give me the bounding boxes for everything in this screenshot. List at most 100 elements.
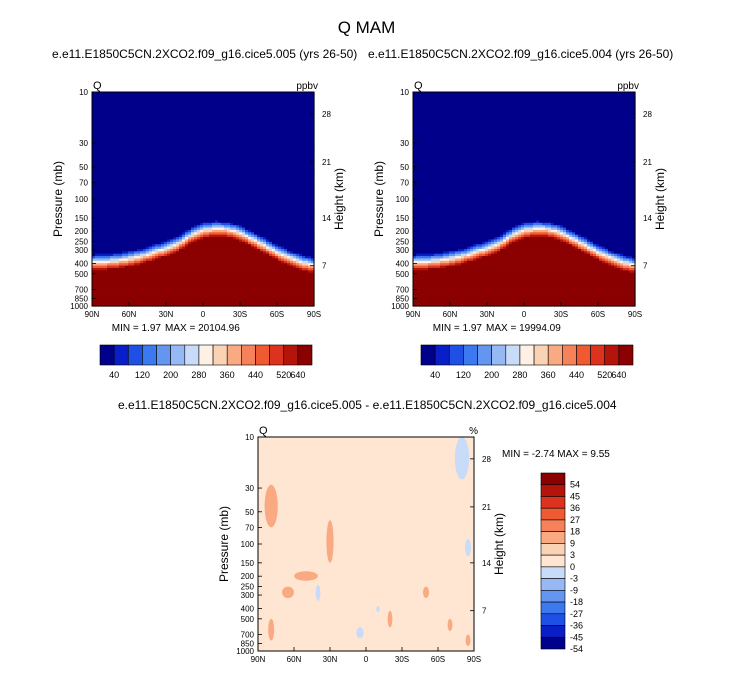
heatmap-cell xyxy=(116,189,120,193)
heatmap-cell xyxy=(179,239,183,243)
heatmap-cell xyxy=(116,187,120,191)
heatmap-cell xyxy=(110,122,114,126)
heatmap-cell xyxy=(116,296,120,300)
heatmap-cell xyxy=(170,130,174,134)
heatmap-cell xyxy=(218,206,222,210)
heatmap-cell xyxy=(203,241,207,245)
heatmap-cell xyxy=(101,146,105,150)
heatmap-cell xyxy=(104,156,108,160)
heatmap-cell xyxy=(161,92,165,95)
heatmap-cell xyxy=(143,194,147,198)
heatmap-cell xyxy=(206,134,210,138)
heatmap-cell xyxy=(182,239,186,243)
heatmap-cell xyxy=(200,215,204,219)
heatmap-cell xyxy=(134,279,138,283)
heatmap-cell xyxy=(110,246,114,250)
heatmap-cell xyxy=(206,125,210,129)
heatmap-cell xyxy=(215,303,219,307)
heatmap-cell xyxy=(92,232,96,236)
heatmap-cell xyxy=(200,284,204,288)
heatmap-cell xyxy=(107,270,111,274)
heatmap-cell xyxy=(107,294,111,298)
heatmap-cell xyxy=(170,92,174,95)
heatmap-cell xyxy=(122,206,126,210)
heatmap-cell xyxy=(149,296,153,300)
heatmap-cell xyxy=(155,210,159,214)
heatmap-cell xyxy=(203,253,207,257)
heatmap-cell xyxy=(212,234,216,238)
heatmap-cell xyxy=(218,213,222,217)
heatmap-cell xyxy=(98,149,102,153)
heatmap-cell xyxy=(119,158,123,162)
heatmap-cell xyxy=(95,218,99,221)
heatmap-cell xyxy=(131,263,135,267)
heatmap-cell xyxy=(113,106,117,110)
heatmap-cell xyxy=(200,139,204,143)
heatmap-cell xyxy=(194,137,198,141)
heatmap-cell xyxy=(173,101,177,105)
heatmap-cell xyxy=(170,253,174,257)
heatmap-cell xyxy=(113,172,117,176)
heatmap-cell xyxy=(170,218,174,221)
heatmap-cell xyxy=(182,101,186,105)
heatmap-cell xyxy=(209,158,213,162)
heatmap-cell xyxy=(140,120,144,124)
heatmap-cell xyxy=(149,137,153,141)
heatmap-cell xyxy=(134,170,138,174)
heatmap-cell xyxy=(104,201,108,205)
heatmap-cell xyxy=(161,291,165,295)
heatmap-cell xyxy=(128,210,132,214)
heatmap-cell xyxy=(176,113,180,117)
heatmap-cell xyxy=(164,213,168,217)
heatmap-cell xyxy=(176,291,180,295)
heatmap-cell xyxy=(143,213,147,217)
heatmap-cell xyxy=(155,244,159,248)
heatmap-cell xyxy=(182,272,186,276)
heatmap-cell xyxy=(170,175,174,179)
heatmap-cell xyxy=(212,301,216,305)
heatmap-cell xyxy=(98,137,102,141)
heatmap-cell xyxy=(110,301,114,305)
heatmap-cell xyxy=(98,189,102,193)
heatmap-cell xyxy=(95,196,99,200)
heatmap-cell xyxy=(140,158,144,162)
heatmap-cell xyxy=(176,265,180,269)
heatmap-cell xyxy=(119,229,123,233)
heatmap-cell xyxy=(176,260,180,264)
heatmap-cell xyxy=(176,279,180,283)
heatmap-cell xyxy=(146,106,150,110)
heatmap-cell xyxy=(182,267,186,271)
heatmap-cell xyxy=(185,286,189,290)
heatmap-cell xyxy=(215,282,219,286)
heatmap-cell xyxy=(137,165,141,169)
heatmap-cell xyxy=(170,260,174,264)
heatmap-cell xyxy=(95,144,99,148)
heatmap-cell xyxy=(113,301,117,305)
heatmap-cell xyxy=(200,237,204,241)
heatmap-cell xyxy=(119,294,123,298)
heatmap-cell xyxy=(137,267,141,271)
heatmap-cell xyxy=(122,127,126,131)
heatmap-cell xyxy=(218,115,222,119)
heatmap-cell xyxy=(155,203,159,207)
heatmap-cell xyxy=(179,137,183,141)
heatmap-cell xyxy=(197,153,201,157)
heatmap-cell xyxy=(191,215,195,219)
heatmap-cell xyxy=(161,282,165,286)
heatmap-cell xyxy=(146,182,150,186)
heatmap-cell xyxy=(128,182,132,186)
heatmap-cell xyxy=(200,303,204,307)
heatmap-cell xyxy=(101,113,105,117)
heatmap-cell xyxy=(149,134,153,138)
heatmap-cell xyxy=(104,127,108,131)
heatmap-cell xyxy=(95,170,99,174)
heatmap-cell xyxy=(200,244,204,248)
heatmap-cell xyxy=(194,237,198,241)
heatmap-cell xyxy=(200,153,204,157)
heatmap-cell xyxy=(143,108,147,112)
heatmap-cell xyxy=(113,298,117,302)
heatmap-cell xyxy=(221,241,225,245)
heatmap-cell xyxy=(212,94,216,98)
heatmap-cell xyxy=(140,127,144,131)
heatmap-cell xyxy=(167,125,171,129)
